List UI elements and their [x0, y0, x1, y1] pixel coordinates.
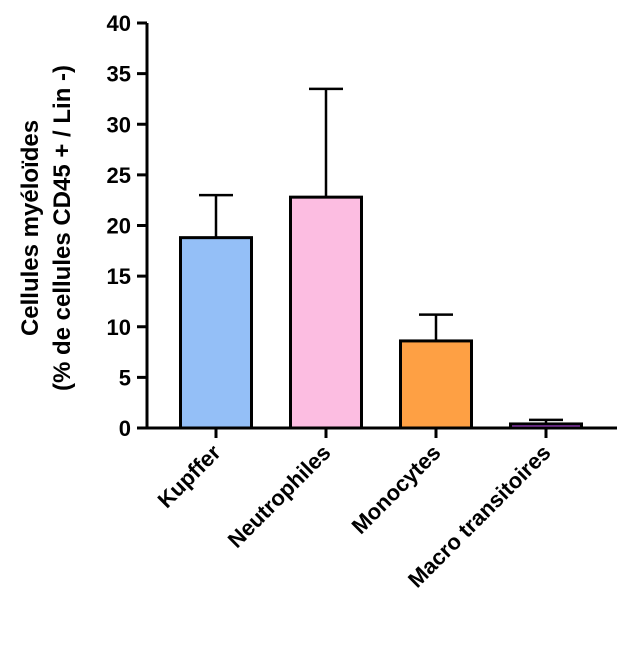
y-axis-title-line2: (% de cellules CD45 + / Lin -) [49, 65, 76, 391]
y-tick-label: 30 [107, 112, 131, 137]
y-tick-label: 0 [119, 416, 131, 441]
y-tick-label: 20 [107, 214, 131, 239]
y-axis: 0 5 10 15 20 25 30 35 40 [107, 11, 149, 441]
bars [179, 195, 583, 430]
y-tick-label: 5 [119, 365, 131, 390]
y-axis-title: Cellules myéloïdes (% de cellules CD45 +… [17, 65, 76, 391]
y-tick-label: 15 [107, 264, 131, 289]
y-axis-title-line1: Cellules myéloïdes [17, 120, 44, 336]
bar-monocytes [399, 339, 473, 430]
x-tick-label: Monocytes [347, 440, 446, 539]
y-tick-label: 25 [107, 163, 131, 188]
y-tick-label: 35 [107, 62, 131, 87]
bar-neutrophiles [289, 195, 363, 430]
error-bars [199, 87, 563, 424]
x-tick-label: Neutrophiles [223, 440, 336, 553]
bar-kupffer [179, 236, 253, 430]
x-tick-label: Kupffer [153, 440, 226, 513]
y-tick-label: 40 [107, 11, 131, 36]
y-tick-label: 10 [107, 315, 131, 340]
